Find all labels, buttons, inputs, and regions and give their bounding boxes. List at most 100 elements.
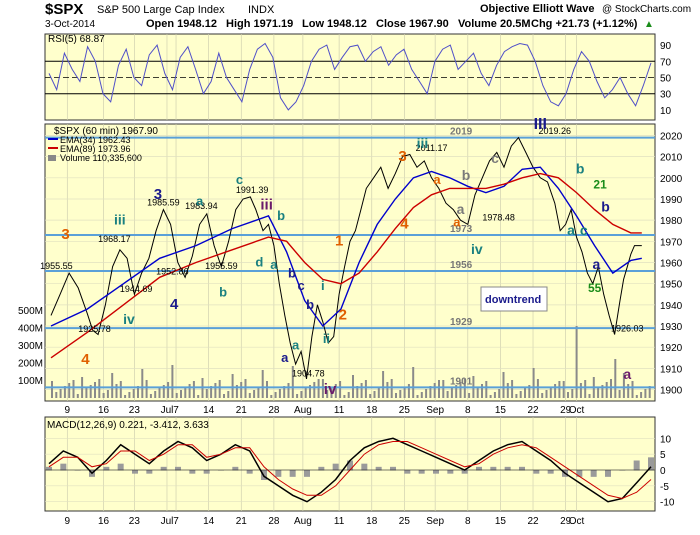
macd-histogram-bar: [547, 470, 554, 474]
volume-bar: [343, 395, 346, 398]
volume-tick-label: 100M: [18, 376, 43, 387]
x-tick-label-bottom: 7: [173, 516, 179, 527]
volume-bar: [270, 395, 273, 398]
volume-bar: [309, 385, 311, 398]
x-tick-label-mid: 21: [236, 405, 248, 416]
volume-bar: [369, 394, 372, 398]
up-arrow-icon: ▲: [644, 19, 654, 30]
volume-bar: [205, 389, 208, 398]
volume-bar: [493, 392, 496, 398]
volume-bar: [364, 380, 367, 398]
x-tick-label-mid: 11: [334, 405, 345, 416]
open-value: Open 1948.12: [146, 18, 217, 30]
macd-tick-label: 0: [660, 466, 666, 477]
price-annotation: 1955.55: [40, 261, 73, 271]
exchange-label: INDX: [248, 4, 275, 16]
x-tick-label-bottom: 8: [465, 516, 471, 527]
x-tick-label-mid: 8: [465, 405, 471, 416]
x-tick-label-mid: 9: [65, 405, 71, 416]
volume-bar: [274, 392, 277, 398]
x-tick-label-mid: 28: [268, 405, 280, 416]
volume-bar: [235, 385, 238, 398]
close-value: Close 1967.90: [376, 18, 449, 30]
volume-bar: [420, 392, 423, 398]
wave-label: 4: [81, 351, 90, 368]
volume-bar: [545, 390, 548, 398]
volume-bar: [622, 373, 625, 398]
macd-histogram-bar: [160, 466, 167, 471]
price-tick-label: 1990: [660, 195, 683, 206]
volume-bar: [360, 383, 363, 398]
volume-value: Volume 20.5M: [458, 18, 531, 30]
volume-bar: [412, 367, 415, 398]
wave-label: b: [277, 208, 285, 223]
volume-bar: [72, 380, 75, 398]
volume-bar: [648, 386, 651, 398]
wave-label: b: [576, 161, 585, 177]
wave-label: iii: [260, 197, 273, 214]
macd-histogram-bar: [304, 470, 310, 477]
macd-histogram-bar: [232, 466, 239, 471]
volume-bar: [524, 388, 526, 398]
volume-bar: [132, 389, 135, 398]
volume-bar: [106, 390, 109, 398]
macd-histogram-bar: [590, 470, 597, 477]
macd-histogram-bar: [289, 470, 296, 477]
ema34-legend: EMA(34) 1962.43: [60, 135, 131, 145]
volume-bar: [330, 387, 333, 398]
volume-bar: [558, 381, 561, 398]
volume-bar: [614, 359, 617, 398]
date-label: 3-Oct-2014: [45, 19, 95, 30]
x-tick-label-bottom: Sep: [426, 516, 444, 527]
rsi-tick-label: 70: [660, 57, 672, 68]
volume-bar: [498, 389, 501, 398]
price-annotation: 1925.78: [78, 324, 111, 334]
x-tick-label-bottom: 15: [495, 516, 507, 527]
volume-bar: [395, 393, 397, 398]
macd-histogram-bar: [533, 470, 540, 474]
volume-bar: [266, 381, 268, 398]
series-line-0: [50, 136, 642, 379]
volume-bar: [180, 390, 182, 398]
volume-bar: [640, 392, 643, 398]
volume-bar: [476, 387, 479, 398]
volume-bar: [549, 387, 552, 398]
volume-bar: [158, 388, 161, 398]
low-value: Low 1948.12: [302, 18, 367, 30]
wave-label: b: [306, 297, 314, 312]
macd-tick-label: -5: [660, 482, 669, 493]
x-tick-label-bottom: 23: [129, 516, 141, 527]
price-annotation: 1983.94: [185, 201, 218, 211]
volume-bar: [291, 366, 294, 398]
x-tick-label-mid: 18: [366, 405, 378, 416]
price-tick-label: 1970: [660, 237, 683, 248]
macd-legend: MACD(12,26,9) 0.221, -3.412, 3.633: [47, 420, 209, 431]
macd-histogram-bar: [576, 470, 583, 477]
macd-histogram-bar: [490, 466, 497, 471]
volume-bar: [571, 389, 574, 398]
wave-label: a: [567, 222, 575, 238]
volume-bar: [515, 394, 518, 398]
grid-layer: [45, 34, 655, 511]
volume-bar: [85, 388, 88, 398]
macd-histogram-bar: [347, 460, 353, 471]
macd-histogram-bar: [461, 470, 468, 474]
volume-bar: [59, 389, 62, 398]
volume-bar: [111, 373, 114, 398]
price-tick-label: 1960: [660, 259, 683, 270]
price-tick-label: 2020: [660, 131, 683, 142]
volume-bar: [481, 384, 483, 398]
wave-label: c: [580, 222, 588, 238]
volume-bar: [627, 384, 630, 398]
volume-bar: [575, 326, 578, 398]
price-annotation: 1952.86: [156, 267, 189, 277]
macd-line: [48, 437, 652, 503]
price-annotation: 2011.17: [416, 143, 448, 153]
change-value: Chg +21.73 (+1.12%): [531, 18, 638, 30]
macd-histogram-bar: [203, 470, 210, 474]
volume-bar: [214, 383, 217, 398]
volume-bar: [429, 386, 432, 398]
rsi-tick-label: 50: [660, 74, 672, 85]
